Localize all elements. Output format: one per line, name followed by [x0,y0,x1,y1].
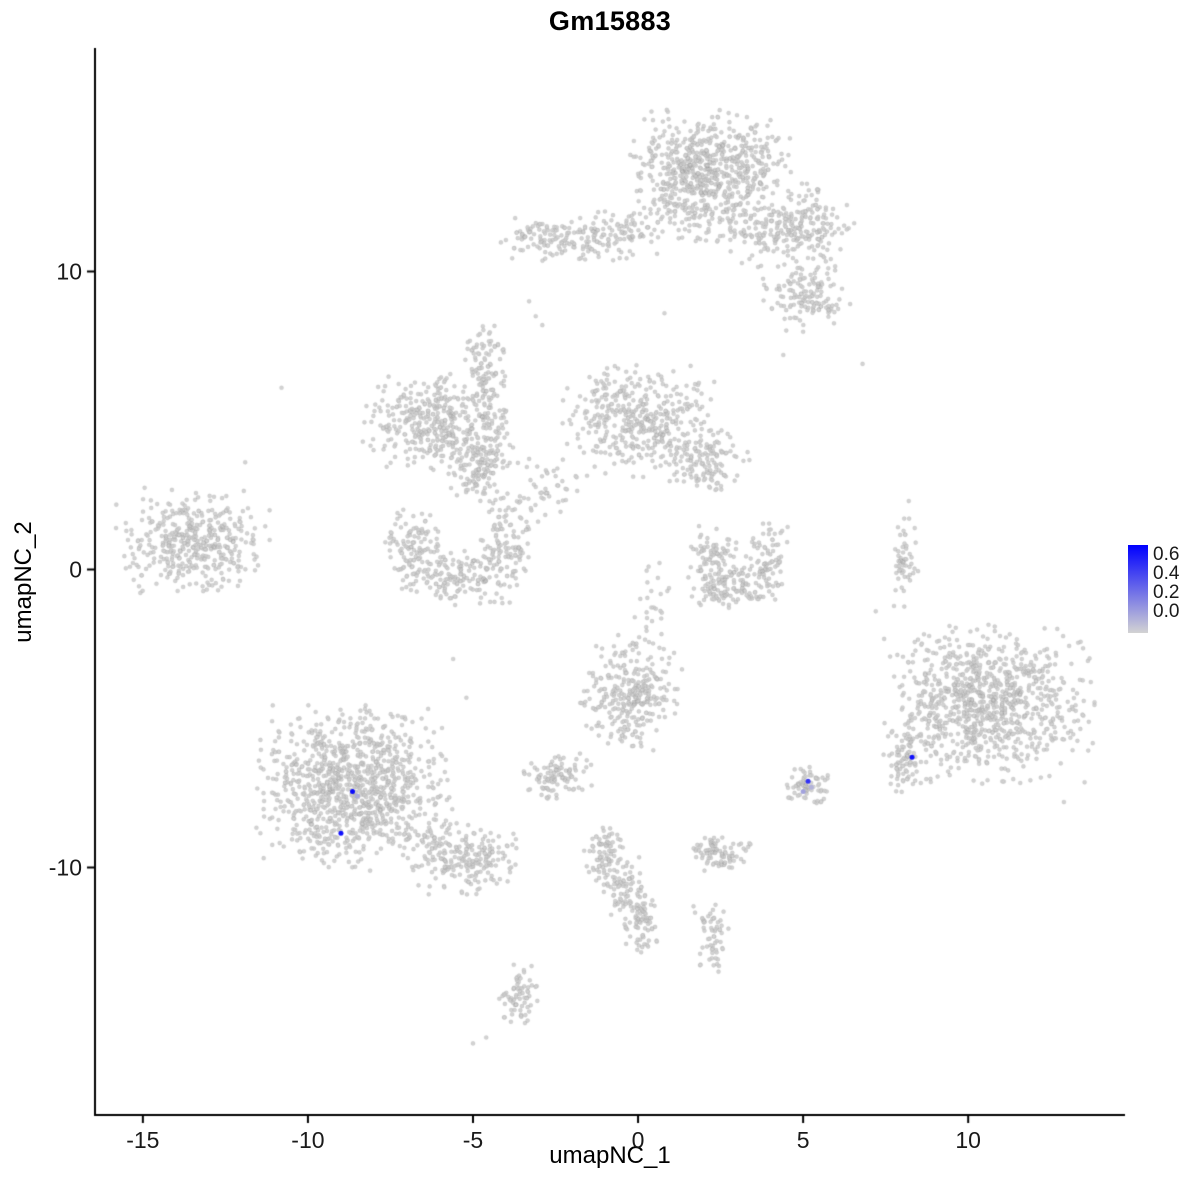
x-axis-label: umapNC_1 [549,1142,671,1169]
y-axis-label: umapNC_2 [10,521,37,643]
plot-title: Gm15883 [548,6,672,36]
legend-tick-label: 0.6 [1153,544,1180,565]
x-tick-label: -10 [291,1127,325,1153]
y-tick-label: -10 [48,854,82,881]
x-tick-label: 10 [955,1127,981,1153]
y-tick-label: 10 [56,258,82,285]
x-tick-label: 5 [796,1127,810,1153]
legend-colorbar [1128,545,1148,633]
legend-tick-label: 0.2 [1153,582,1180,603]
x-tick-label: 0 [631,1127,645,1153]
legend-tick-label: 0.4 [1153,563,1180,584]
y-tick-label: 0 [69,556,82,583]
x-tick-label: -5 [462,1127,484,1153]
x-tick-label: -15 [126,1127,160,1153]
expression-legend: 0.6 0.4 0.2 0.0 [1128,544,1198,640]
legend-tick-label: 0.0 [1153,601,1180,622]
